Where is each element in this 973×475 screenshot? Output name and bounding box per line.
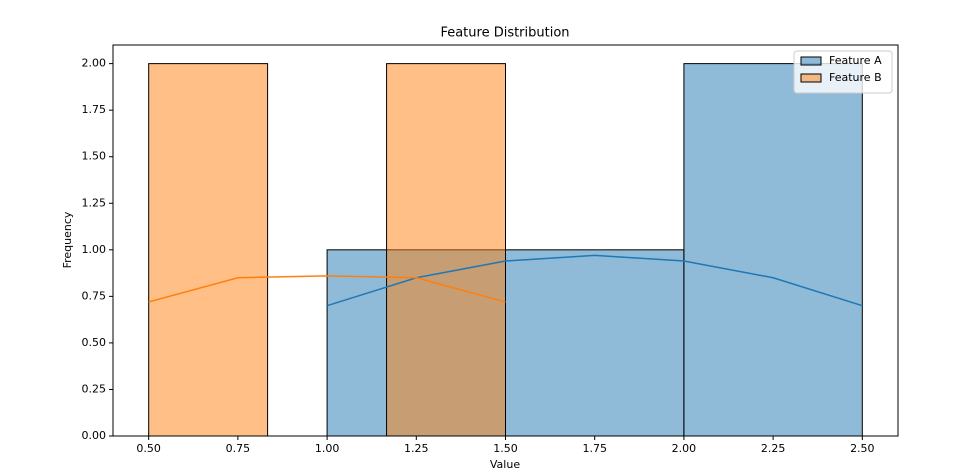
bar: [148, 63, 269, 437]
legend-swatch: [800, 73, 822, 83]
legend-swatch: [800, 56, 822, 66]
x-tick-label: 2.00: [672, 442, 697, 455]
x-tick-label: 2.50: [850, 442, 875, 455]
x-tick-label: 2.25: [761, 442, 786, 455]
x-tick-label: 1.25: [404, 442, 429, 455]
kde-line: [148, 275, 506, 303]
y-tick-label: 1.75: [82, 103, 107, 116]
y-tick-label: 2.00: [82, 57, 107, 70]
bar: [683, 63, 863, 437]
y-axis-label: Frequency: [61, 211, 74, 268]
y-tick-label: 0.75: [82, 289, 107, 302]
bar: [505, 249, 685, 437]
y-tick-label: 0.00: [82, 429, 107, 442]
chart-title: Feature Distribution: [440, 26, 569, 41]
legend-label: Feature B: [829, 71, 882, 84]
y-tick-label: 0.25: [82, 382, 107, 395]
y-tick-label: 0.50: [82, 336, 107, 349]
x-tick-label: 0.50: [136, 442, 161, 455]
x-tick-label: 1.75: [582, 442, 607, 455]
y-tick-label: 1.00: [82, 243, 107, 256]
x-axis-label: Value: [490, 458, 520, 471]
x-tick-label: 1.00: [315, 442, 340, 455]
y-tick-label: 1.25: [82, 196, 107, 209]
bar: [386, 63, 507, 437]
legend-label: Feature A: [829, 54, 882, 67]
x-tick-label: 0.75: [226, 442, 251, 455]
x-tick-label: 1.50: [493, 442, 518, 455]
y-tick-label: 1.50: [82, 150, 107, 163]
